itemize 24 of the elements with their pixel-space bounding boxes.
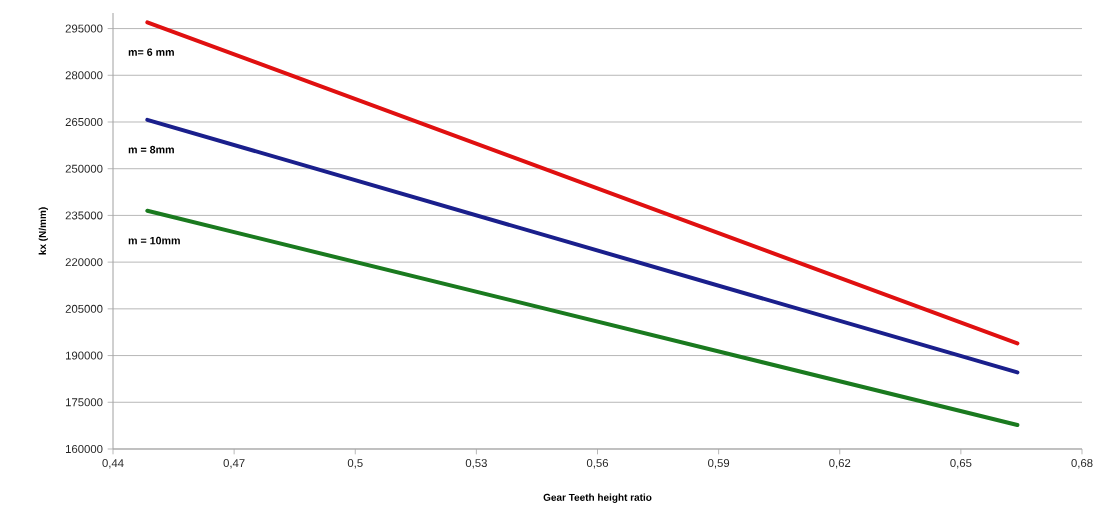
x-tick-label: 0,65: [950, 459, 972, 469]
y-tick-label: 280000: [65, 71, 103, 80]
x-axis-title: Gear Teeth height ratio: [543, 493, 652, 503]
y-axis-title: kx (N/mm): [38, 207, 48, 255]
x-tick-label: 0,59: [708, 459, 730, 469]
x-tick-label: 0,68: [1071, 459, 1093, 469]
y-tick-label: 235000: [65, 211, 103, 220]
y-tick-label: 190000: [66, 351, 103, 360]
y-tick-label: 175000: [66, 398, 103, 407]
x-tick-label: 0,53: [465, 459, 487, 469]
series-label: m = 10mm: [128, 236, 180, 245]
y-tick-label: 220000: [65, 258, 103, 267]
series-label: m = 8mm: [128, 145, 174, 154]
series-label: m= 6 mm: [128, 48, 174, 56]
y-tick-label: 295000: [65, 24, 103, 33]
x-tick-label: 0,56: [586, 459, 609, 469]
y-tick-label: 250000: [65, 164, 103, 173]
x-tick-label: 0,44: [102, 459, 124, 469]
y-tick-label: 205000: [65, 304, 103, 313]
y-tick-label: 160000: [66, 444, 103, 453]
x-tick-label: 0,62: [829, 459, 851, 469]
x-tick-label: 0,47: [223, 459, 245, 469]
y-tick-label: 265000: [65, 117, 103, 126]
x-tick-label: 0,5: [347, 459, 363, 469]
